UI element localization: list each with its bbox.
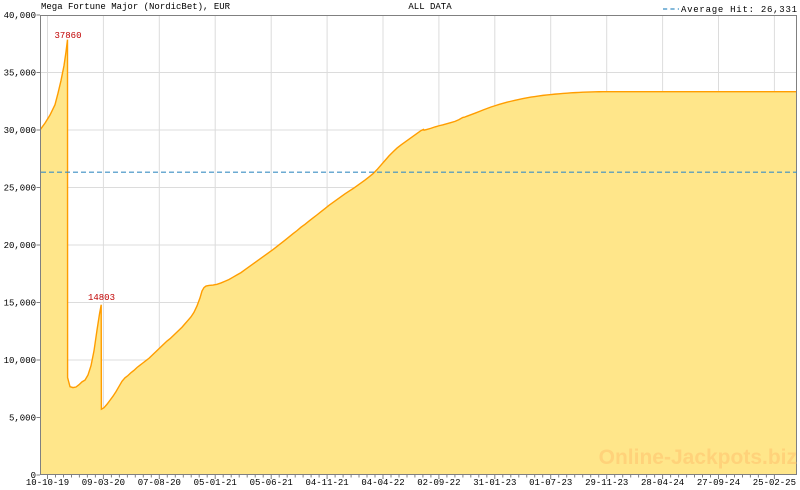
svg-text:30,000: 30,000 xyxy=(4,126,36,136)
svg-text:20,000: 20,000 xyxy=(4,241,36,251)
svg-text:09-03-20: 09-03-20 xyxy=(82,478,125,488)
svg-text:40,000: 40,000 xyxy=(4,11,36,21)
svg-text:04-11-21: 04-11-21 xyxy=(305,478,348,488)
svg-text:10,000: 10,000 xyxy=(4,356,36,366)
svg-text:05-06-21: 05-06-21 xyxy=(250,478,293,488)
svg-text:07-08-20: 07-08-20 xyxy=(138,478,181,488)
svg-text:14803: 14803 xyxy=(88,293,115,303)
svg-text:Mega Fortune Major (NordicBet): Mega Fortune Major (NordicBet), EUR xyxy=(41,2,231,12)
svg-text:10-10-19: 10-10-19 xyxy=(26,478,69,488)
svg-text:ALL DATA: ALL DATA xyxy=(408,2,452,12)
svg-text:04-04-22: 04-04-22 xyxy=(361,478,404,488)
svg-text:27-09-24: 27-09-24 xyxy=(697,478,740,488)
svg-text:25,000: 25,000 xyxy=(4,184,36,194)
svg-text:37860: 37860 xyxy=(54,31,81,41)
svg-text:28-04-24: 28-04-24 xyxy=(641,478,684,488)
svg-text:25-02-25: 25-02-25 xyxy=(753,478,796,488)
svg-text:5,000: 5,000 xyxy=(9,414,36,424)
svg-text:Average Hit: 26,331: Average Hit: 26,331 xyxy=(681,5,797,15)
svg-text:35,000: 35,000 xyxy=(4,69,36,79)
svg-text:31-01-23: 31-01-23 xyxy=(473,478,516,488)
svg-text:05-01-21: 05-01-21 xyxy=(194,478,237,488)
svg-text:01-07-23: 01-07-23 xyxy=(529,478,572,488)
svg-text:02-09-22: 02-09-22 xyxy=(417,478,460,488)
svg-text:29-11-23: 29-11-23 xyxy=(585,478,628,488)
svg-text:Online-Jackpots.biz: Online-Jackpots.biz xyxy=(599,446,797,469)
svg-text:15,000: 15,000 xyxy=(4,299,36,309)
